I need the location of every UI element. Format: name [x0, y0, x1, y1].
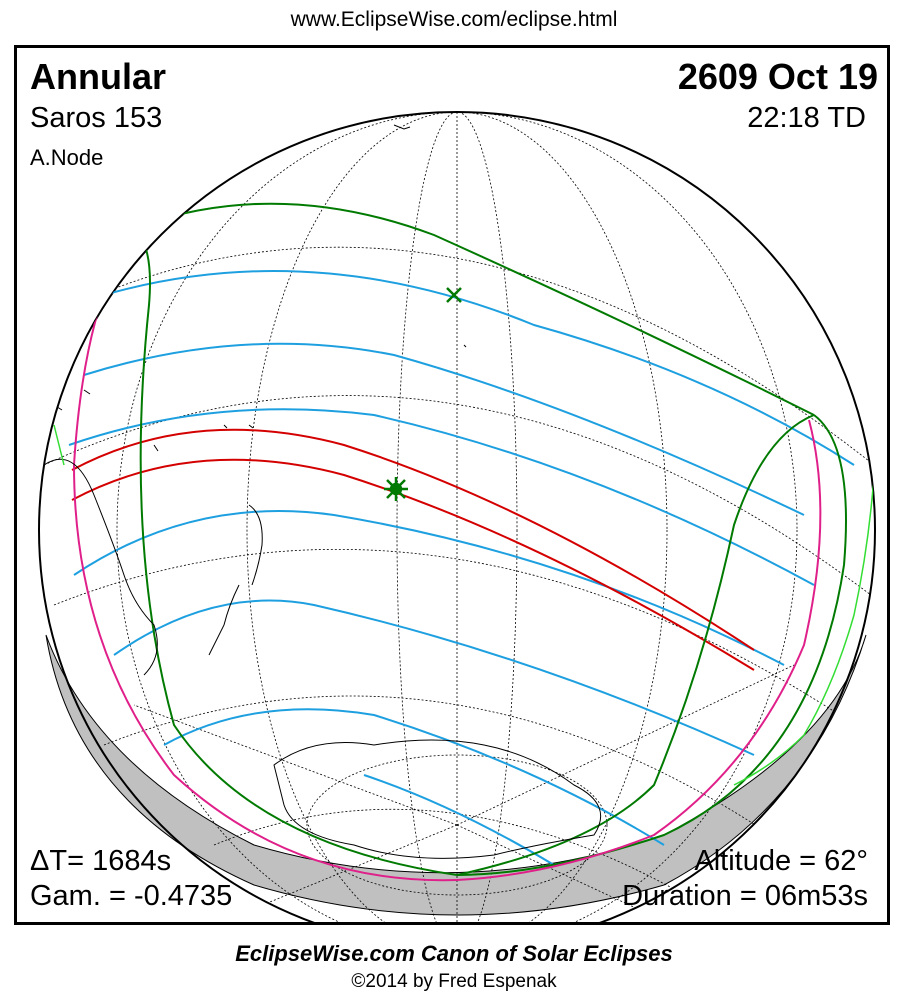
altitude: Altitude = 62° [694, 845, 868, 877]
western-coast [53, 424, 65, 466]
night-shade [45, 634, 867, 916]
delta-t: ΔT= 1684s [30, 845, 172, 877]
gamma: Gam. = -0.4735 [30, 880, 233, 912]
parallel [73, 246, 875, 466]
antarctica-coast [273, 739, 602, 859]
duration: Duration = 06m53s [622, 880, 868, 912]
parallel [43, 395, 875, 606]
eclipse-date: 2609 Oct 19 [677, 56, 878, 97]
penumbral-line [83, 342, 805, 516]
globe-map [38, 111, 876, 925]
meridian [396, 112, 518, 925]
penumbral-line [68, 408, 815, 586]
penumbral-line [103, 270, 855, 466]
eastern-rise-set [456, 419, 822, 881]
penumbral-lines [68, 270, 855, 866]
northern-limit [128, 202, 815, 416]
footer-copyright: ©2014 by Fred Espenak [351, 971, 557, 992]
islands [53, 124, 467, 452]
header-url[interactable]: www.EclipseWise.com/eclipse.html [290, 8, 618, 31]
western-limit [133, 229, 458, 876]
parallel [53, 548, 875, 746]
meridian [133, 704, 458, 826]
new-zealand-coast [208, 504, 263, 656]
coastlines [43, 124, 602, 859]
eclipse-time: 22:18 TD [747, 102, 866, 134]
central-path [71, 428, 755, 671]
parallel [213, 808, 735, 925]
meridian [116, 112, 798, 925]
south-limit [71, 458, 755, 671]
greatest-eclipse-marker [384, 477, 408, 501]
node-label: A.Node [30, 145, 104, 170]
penumbral-line [113, 599, 755, 756]
rise-set-curves [72, 229, 822, 882]
western-rise-set [72, 229, 458, 882]
saros-number: Saros 153 [30, 102, 163, 134]
north-limit [71, 428, 755, 651]
penumbral-line [73, 510, 785, 666]
penumbral-line [363, 774, 555, 866]
footer-title: EclipseWise.com Canon of Solar Eclipses [235, 941, 673, 966]
australia-coast [43, 458, 158, 676]
meridian [246, 112, 668, 925]
eastern-limit [456, 414, 847, 876]
x-marker [446, 287, 462, 303]
subsolar-marker [446, 287, 462, 303]
limit-curves [128, 202, 847, 876]
penumbral-line [163, 708, 665, 846]
eclipse-type: Annular [30, 56, 167, 97]
polar-circle [306, 754, 608, 896]
inner-eastern-limit [456, 414, 815, 876]
parallel [103, 695, 815, 866]
